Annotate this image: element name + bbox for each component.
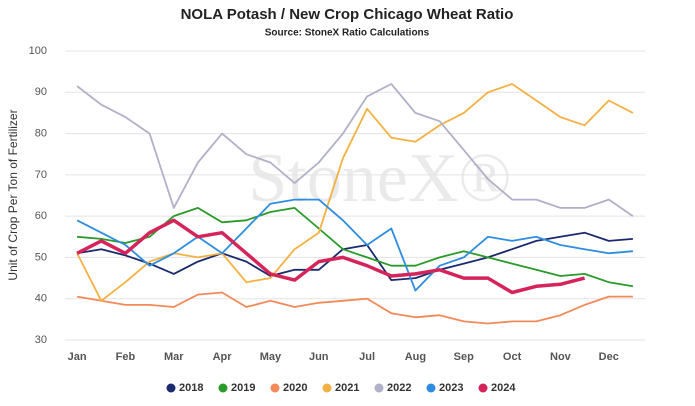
series-line xyxy=(76,231,633,281)
series-line xyxy=(76,218,586,295)
y-axis-label: Unit of Crop Per Ton of Fertilizer xyxy=(6,109,20,280)
x-tick-label: Mar xyxy=(164,351,184,363)
y-tick-label: 70 xyxy=(35,169,47,181)
x-tick-label: Oct xyxy=(503,351,522,363)
x-tick-label: Sep xyxy=(454,351,474,363)
legend-label: 2024 xyxy=(491,382,516,394)
legend-marker xyxy=(218,383,228,393)
legend-label: 2021 xyxy=(335,382,359,394)
legend-label: 2020 xyxy=(283,382,307,394)
legend-label: 2019 xyxy=(231,382,255,394)
x-tick-label: Jul xyxy=(359,351,375,363)
series-line xyxy=(77,207,634,288)
series-line xyxy=(76,198,633,292)
x-tick-label: May xyxy=(260,351,282,363)
chart-title: NOLA Potash / New Crop Chicago Wheat Rat… xyxy=(181,6,514,23)
legend-label: 2023 xyxy=(439,382,463,394)
chart-subtitle: Source: StoneX Ratio Calculations xyxy=(265,28,430,39)
legend-marker xyxy=(322,383,332,393)
x-tick-label: Apr xyxy=(213,351,233,363)
legend-marker xyxy=(478,383,488,393)
y-tick-label: 30 xyxy=(35,334,47,346)
y-tick-label: 80 xyxy=(35,127,47,139)
legend-marker xyxy=(166,383,176,393)
series-line xyxy=(76,83,634,217)
x-tick-label: Feb xyxy=(116,351,136,363)
x-tick-label: Jun xyxy=(309,351,329,363)
legend-marker xyxy=(426,383,436,393)
x-tick-label: Jan xyxy=(68,351,87,363)
legend-label: 2022 xyxy=(387,382,411,394)
x-tick-label: Dec xyxy=(599,351,619,363)
y-tick-label: 40 xyxy=(35,293,47,305)
x-tick-label: Aug xyxy=(405,351,426,363)
watermark: StoneX® xyxy=(248,140,511,217)
y-tick-label: 60 xyxy=(35,210,47,222)
y-tick-label: 90 xyxy=(35,86,47,98)
legend-marker xyxy=(374,383,384,393)
y-tick-label: 50 xyxy=(35,251,47,263)
legend-label: 2018 xyxy=(179,382,203,394)
series-line xyxy=(76,291,633,325)
x-tick-label: Nov xyxy=(550,351,572,363)
legend-marker xyxy=(270,383,280,393)
y-tick-label: 100 xyxy=(29,45,47,57)
